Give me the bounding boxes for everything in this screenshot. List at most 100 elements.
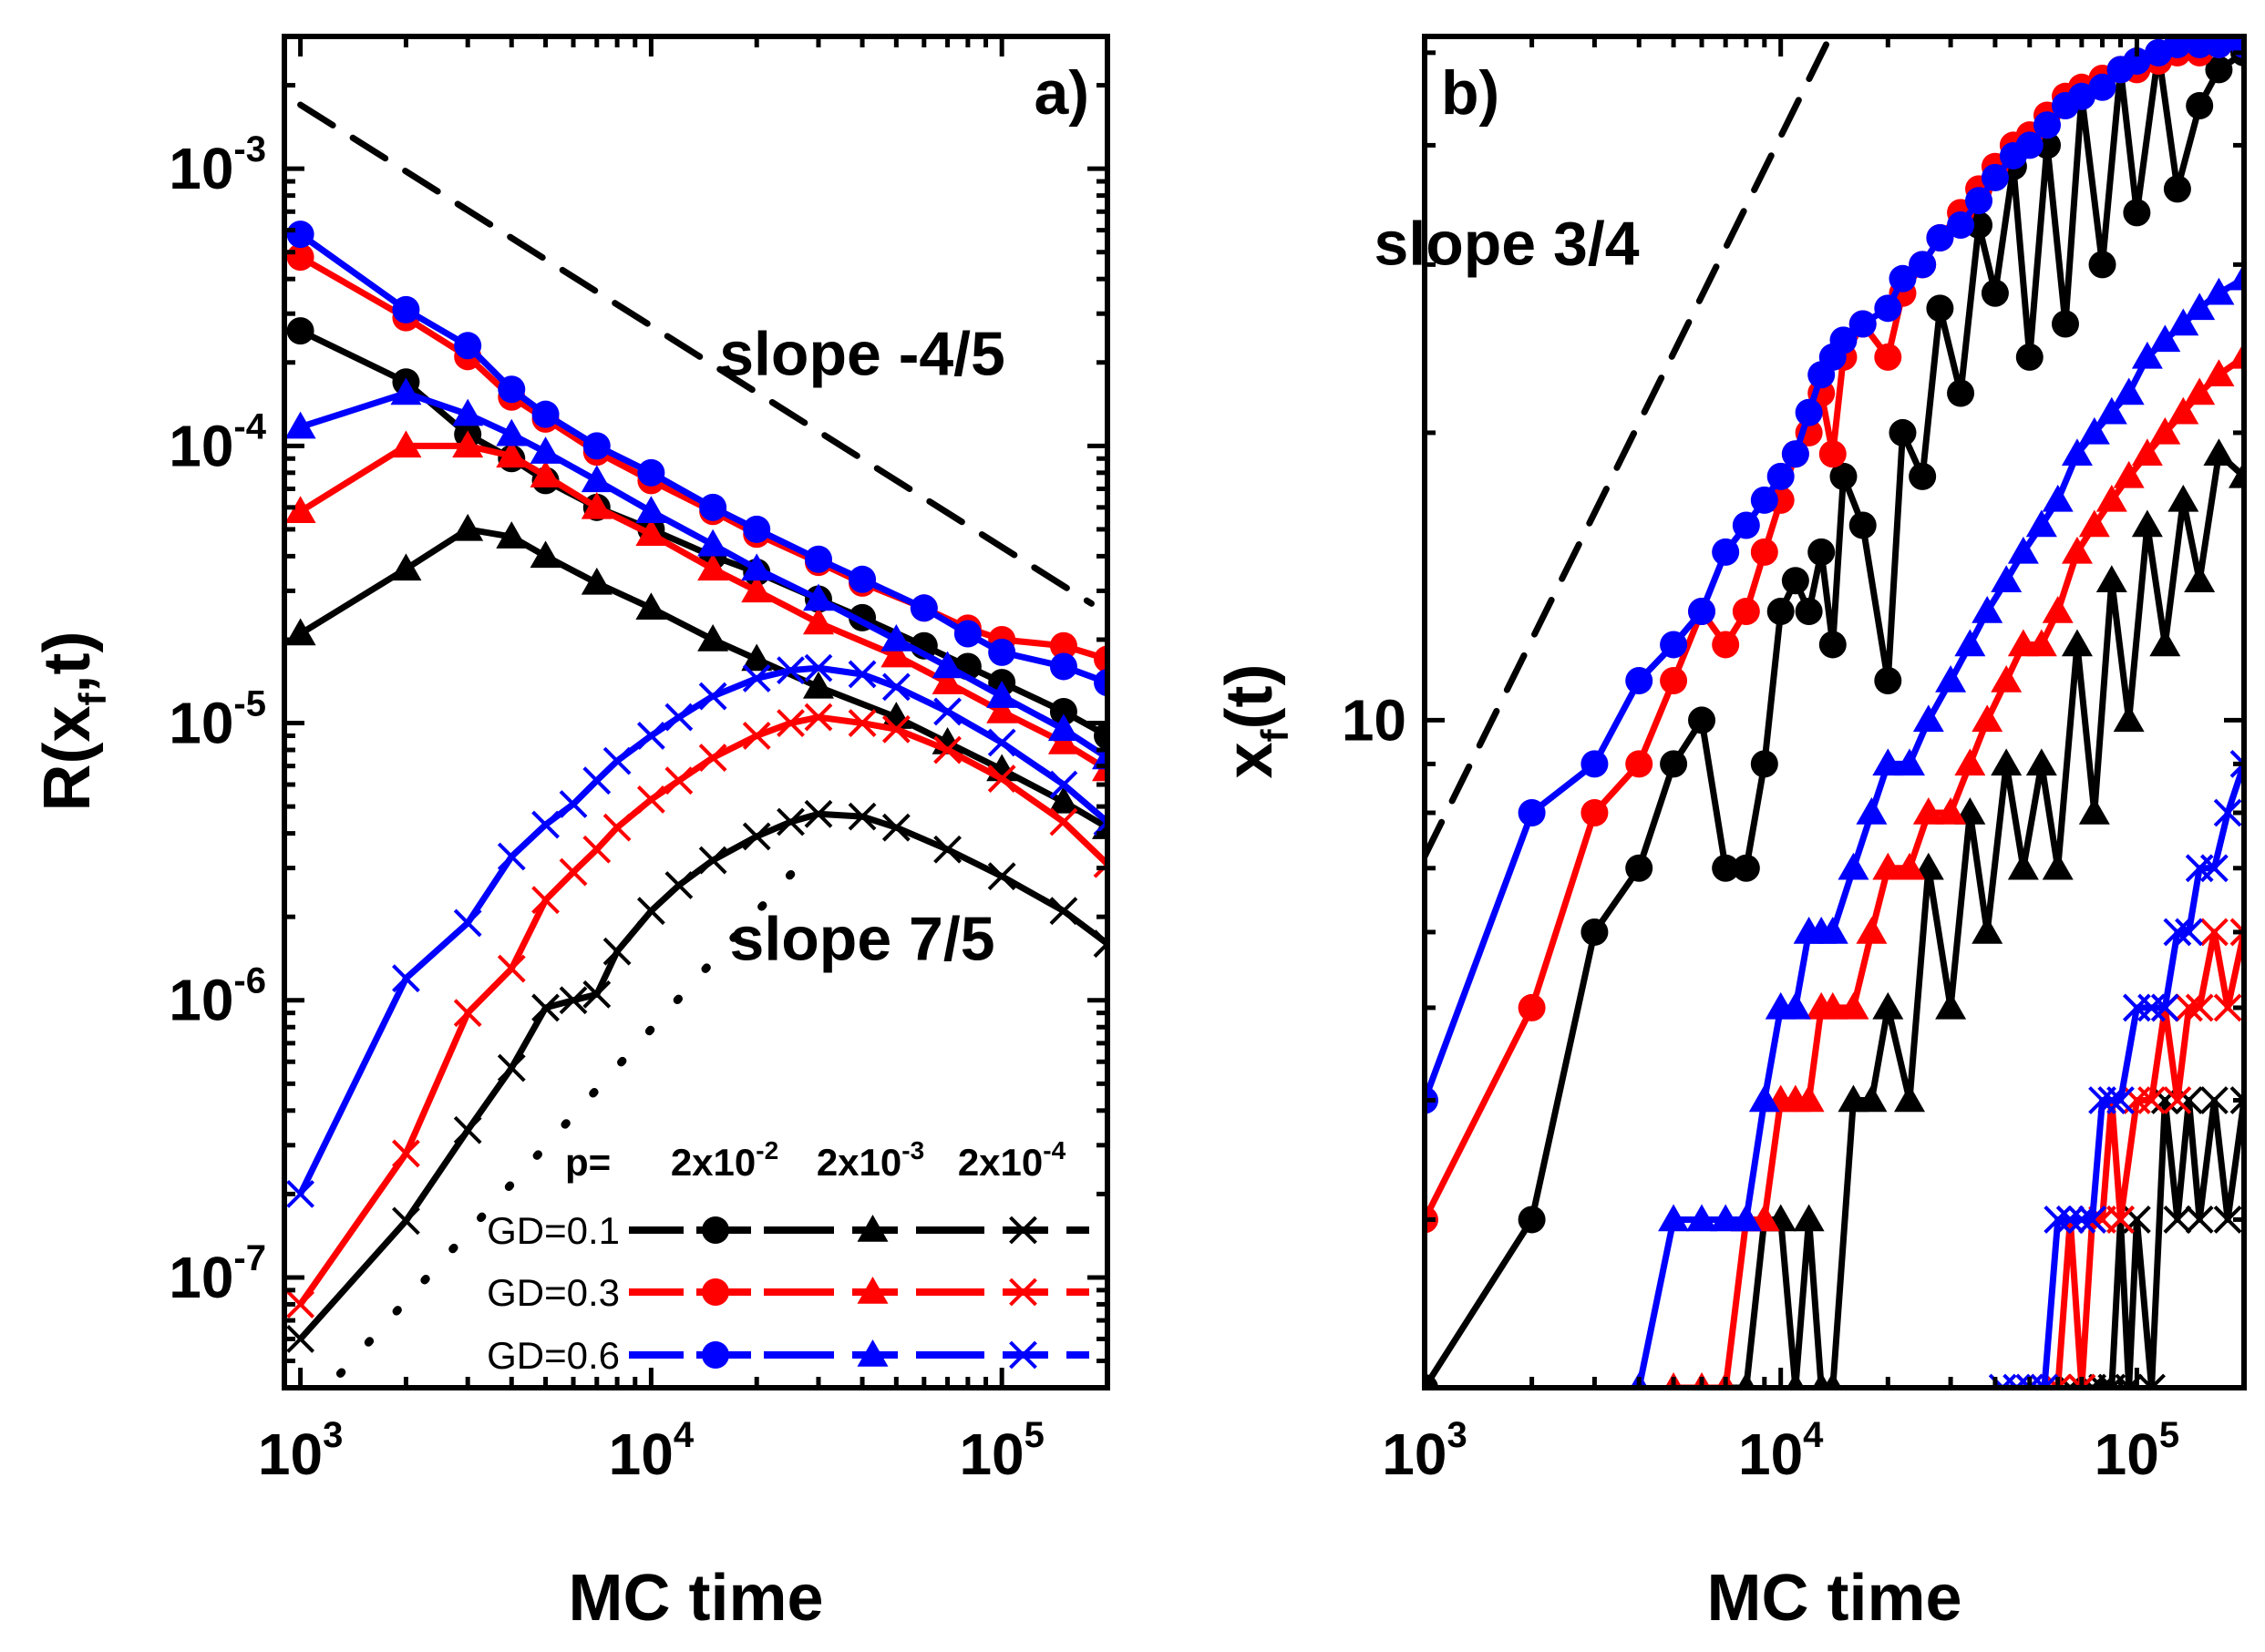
series-2	[2055, 1086, 2244, 1388]
series-6	[1425, 36, 2244, 1114]
marker-circle	[1766, 462, 1795, 490]
marker-x	[559, 986, 588, 1015]
legend-row-label: GD=0.6	[487, 1334, 620, 1377]
marker-x	[2185, 1206, 2214, 1234]
marker-x	[1093, 929, 1107, 959]
marker-circle	[2088, 73, 2116, 101]
guide-lines	[1425, 36, 1834, 860]
marker-circle	[1732, 598, 1760, 626]
marker-triangle	[1817, 991, 1848, 1020]
marker-x	[531, 886, 560, 915]
marker-x	[392, 1206, 420, 1236]
marker-triangle	[1824, 1372, 1842, 1388]
marker-triangle	[1838, 852, 1869, 880]
marker-x	[602, 746, 632, 775]
marker-x	[2199, 1086, 2229, 1114]
marker-circle	[1049, 697, 1077, 725]
marker-triangle	[2061, 536, 2093, 564]
marker-x	[777, 709, 805, 737]
marker-circle	[1874, 343, 1902, 371]
marker-triangle	[2078, 509, 2110, 538]
marker-x	[286, 1325, 315, 1353]
marker-circle	[2067, 82, 2095, 110]
marker-x	[987, 764, 1016, 793]
marker-circle	[392, 295, 420, 323]
marker-triangle	[1972, 596, 2003, 623]
series-line	[298, 442, 1107, 773]
marker-circle	[1766, 598, 1795, 626]
marker-x	[804, 653, 833, 682]
marker-triangle	[1912, 704, 1944, 733]
marker-triangle	[1812, 1372, 1830, 1388]
marker-triangle	[496, 440, 528, 468]
marker-circle	[1947, 379, 1975, 407]
marker-triangle	[1972, 916, 2003, 944]
marker-triangle	[1817, 916, 1848, 944]
marker-triangle	[1838, 991, 1869, 1020]
marker-x	[582, 980, 612, 1009]
marker-circle	[2163, 36, 2191, 58]
panel-label: a)	[1035, 58, 1089, 128]
x-tick-label: 103	[1382, 1415, 1467, 1487]
marker-triangle	[1710, 1204, 1742, 1232]
marker-triangle	[2061, 629, 2093, 657]
marker-triangle	[452, 430, 484, 458]
marker-circle	[1049, 631, 1077, 660]
marker-x	[804, 703, 833, 732]
marker-circle	[1795, 398, 1823, 426]
marker-x	[2067, 1206, 2096, 1234]
y-tick-label: 10-5	[169, 684, 266, 756]
marker-x	[2229, 1086, 2244, 1114]
marker-x	[664, 871, 694, 899]
marker-x	[881, 672, 911, 702]
marker-triangle	[2042, 484, 2074, 512]
marker-triangle	[1991, 665, 2023, 693]
marker-x	[933, 735, 962, 764]
marker-circle	[1049, 652, 1077, 681]
series-0	[1425, 38, 2244, 1388]
marker-triangle	[1935, 796, 1967, 825]
marker-x	[2213, 993, 2242, 1022]
series-4	[1664, 341, 2244, 1388]
marker-circle	[454, 332, 482, 360]
marker-triangle	[2007, 852, 2039, 880]
marker-triangle	[2025, 748, 2057, 776]
marker-triangle	[2149, 324, 2181, 353]
marker-triangle	[2025, 509, 2057, 538]
marker-x	[848, 660, 877, 689]
marker-circle	[1947, 210, 1975, 239]
marker-circle	[910, 594, 938, 622]
marker-x	[2199, 918, 2229, 947]
marker-x	[2137, 1373, 2166, 1388]
marker-circle	[1818, 440, 1847, 468]
series-group	[284, 221, 1107, 1353]
marker-x	[2030, 1373, 2059, 1388]
marker-x	[1009, 1277, 1037, 1307]
marker-triangle	[2131, 341, 2163, 369]
marker-triangle	[932, 651, 963, 679]
marker-x	[698, 846, 727, 875]
marker-triangle	[1872, 852, 1904, 880]
marker-circle	[1580, 750, 1609, 778]
marker-triangle	[1047, 785, 1079, 814]
marker-triangle	[1972, 704, 2003, 733]
marker-triangle	[2061, 438, 2093, 467]
marker-x	[2213, 798, 2242, 827]
marker-triangle	[2229, 262, 2244, 291]
marker-triangle	[802, 583, 834, 611]
marker-triangle	[1658, 1204, 1690, 1232]
marker-x	[392, 1139, 420, 1168]
marker-x	[664, 703, 694, 732]
marker-triangle	[284, 496, 316, 524]
marker-triangle	[880, 640, 912, 668]
marker-circle	[702, 1278, 729, 1306]
marker-circle	[1518, 798, 1546, 826]
series-6	[286, 221, 1107, 697]
marker-triangle	[1047, 713, 1079, 742]
legend-column-label: 2x10-4	[958, 1136, 1066, 1184]
marker-x	[664, 766, 694, 795]
marker-circle	[1781, 567, 1809, 595]
marker-circle	[804, 545, 832, 573]
marker-x	[453, 908, 482, 938]
marker-circle	[1518, 993, 1546, 1021]
